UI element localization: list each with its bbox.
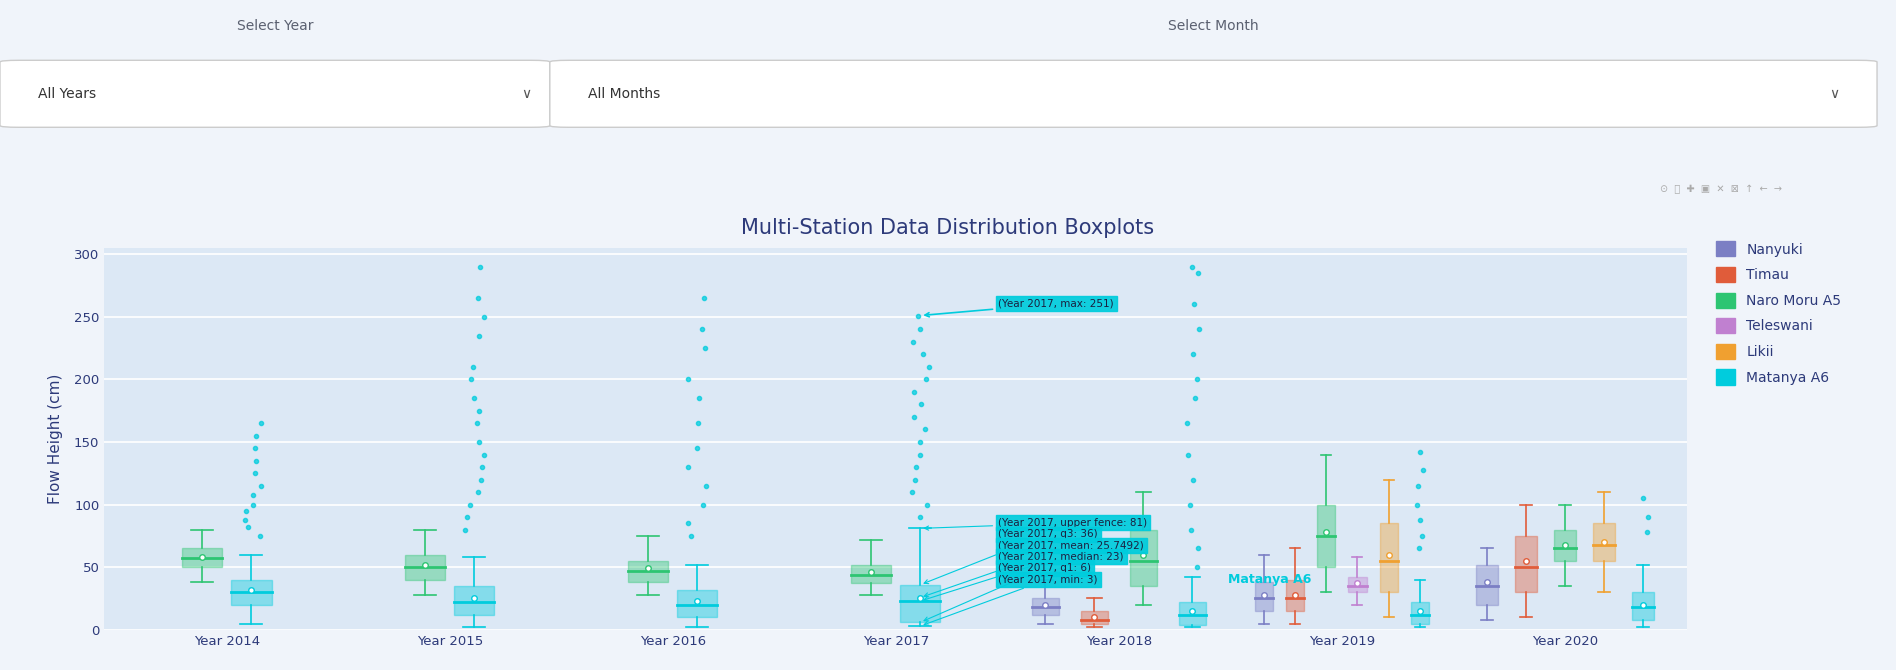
Text: (Year 2017, median: 23): (Year 2017, median: 23): [923, 551, 1124, 600]
Bar: [1348, 578, 1367, 592]
Bar: [406, 555, 446, 580]
Text: (Year 2017, min: 3): (Year 2017, min: 3): [923, 574, 1098, 625]
Bar: [1255, 582, 1272, 611]
Bar: [628, 561, 669, 582]
Bar: [1632, 592, 1653, 620]
Text: Matanya A6: Matanya A6: [1229, 574, 1312, 586]
Y-axis label: Flow Height (cm): Flow Height (cm): [47, 374, 63, 504]
FancyBboxPatch shape: [0, 60, 550, 127]
Bar: [1380, 523, 1397, 592]
Bar: [231, 580, 271, 605]
Text: Multi-Station Data Distribution Boxplots: Multi-Station Data Distribution Boxplots: [741, 218, 1155, 238]
Text: ∨: ∨: [1830, 87, 1839, 100]
Bar: [1411, 602, 1430, 624]
Text: ⊙  🔍  ✚  ▣  ✕  ⊠  ↑  ←  →: ⊙ 🔍 ✚ ▣ ✕ ⊠ ↑ ← →: [1661, 184, 1782, 194]
Bar: [182, 549, 222, 567]
Text: All Months: All Months: [588, 87, 660, 100]
Bar: [1515, 536, 1536, 592]
Bar: [1031, 598, 1058, 615]
Text: ∨: ∨: [521, 87, 531, 100]
Bar: [455, 586, 495, 615]
Bar: [1475, 565, 1498, 605]
Bar: [1179, 602, 1206, 625]
Bar: [1130, 529, 1157, 586]
Text: (Year 2017, mean: 25.7492): (Year 2017, mean: 25.7492): [923, 541, 1143, 597]
Text: Select Year: Select Year: [237, 19, 313, 33]
Text: (Year 2017, max: 251): (Year 2017, max: 251): [925, 299, 1115, 317]
Bar: [1555, 529, 1576, 561]
Bar: [677, 590, 717, 617]
Bar: [1593, 523, 1615, 561]
Bar: [901, 585, 940, 622]
Text: All Years: All Years: [38, 87, 97, 100]
Legend: Nanyuki, Timau, Naro Moru A5, Teleswani, Likii, Matanya A6: Nanyuki, Timau, Naro Moru A5, Teleswani,…: [1710, 236, 1847, 391]
Bar: [1318, 505, 1335, 567]
Text: Select Month: Select Month: [1168, 19, 1259, 33]
Text: (Year 2017, q1: 6): (Year 2017, q1: 6): [923, 563, 1092, 621]
Bar: [1081, 611, 1107, 624]
Bar: [851, 565, 891, 584]
Bar: [1285, 580, 1304, 611]
FancyBboxPatch shape: [550, 60, 1877, 127]
Text: (Year 2017, q3: 36): (Year 2017, q3: 36): [923, 529, 1098, 584]
Text: (Year 2017, upper fence: 81): (Year 2017, upper fence: 81): [925, 518, 1147, 530]
